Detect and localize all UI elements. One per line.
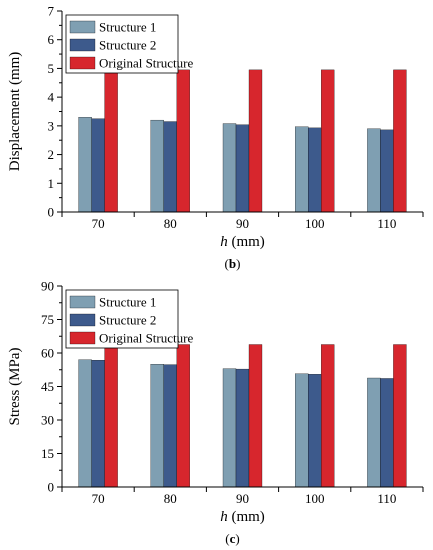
x-tick-label: 90 <box>236 491 249 506</box>
x-tick-label: 100 <box>305 216 325 231</box>
x-axis-title-variable: h <box>220 234 228 250</box>
legend-label-2: Structure 2 <box>99 313 156 328</box>
displacement-chart: 0 1 2 3 4 5 6 7 70 80 90 100 110 h (mm) Displacement (… <box>7 4 424 271</box>
bar-1-90 <box>222 368 237 488</box>
x-tick-label: 80 <box>164 216 177 231</box>
legend-swatch-3 <box>69 331 96 345</box>
panel-label-letter: c <box>230 531 236 546</box>
y-tick-label: 7 <box>48 4 55 19</box>
bar-3-110 <box>393 344 407 488</box>
legend-label-3: Original Structure <box>99 56 193 71</box>
bar-3-70 <box>104 69 118 213</box>
bar-2-110 <box>380 378 394 488</box>
y-tick-label: 2 <box>48 147 55 162</box>
bar-3-70 <box>104 344 118 488</box>
panel-label-letter: b <box>229 256 236 271</box>
bar-3-80 <box>176 69 190 213</box>
bar-2-80 <box>163 121 177 213</box>
legend-swatch-2 <box>69 38 96 52</box>
legend: Structure 1 Structure 2 Original Structure <box>65 289 193 349</box>
y-tick-label: 0 <box>48 480 55 495</box>
bar-2-90 <box>235 368 250 488</box>
y-tick-label: 15 <box>41 446 54 461</box>
x-tick-label: 110 <box>377 491 396 506</box>
bar-2-70 <box>91 359 105 488</box>
x-tick-label: 110 <box>377 216 396 231</box>
bar-3-80 <box>176 344 190 488</box>
bar-1-70 <box>78 117 92 213</box>
y-tick-label: 4 <box>48 90 55 105</box>
stress-chart: 0 15 30 45 60 75 90 70 80 90 100 110 h (mm) Stress (M… <box>7 279 424 546</box>
legend-label-2: Structure 2 <box>99 38 156 53</box>
x-axis-title-unit: (mm) <box>228 509 265 525</box>
legend-label-1: Structure 1 <box>99 20 156 35</box>
legend-label-3: Original Structure <box>99 331 193 346</box>
x-tick-label: 70 <box>92 491 105 506</box>
legend-swatch-2 <box>69 313 96 327</box>
bar-1-100 <box>295 126 309 213</box>
bar-1-80 <box>150 364 164 488</box>
panel-label: (c) <box>225 531 239 546</box>
x-tick-label: 100 <box>305 491 325 506</box>
bar-1-110 <box>367 128 381 213</box>
y-tick-label: 3 <box>48 118 55 133</box>
bar-1-100 <box>295 373 309 488</box>
bar-2-100 <box>308 127 322 213</box>
y-tick-label: 90 <box>41 279 54 294</box>
legend-swatch-1 <box>69 20 96 34</box>
y-tick-label: 45 <box>41 379 54 394</box>
y-axis-title: Stress (MPa) <box>7 348 23 426</box>
bar-2-110 <box>380 129 394 213</box>
bar-2-90 <box>235 124 250 213</box>
y-tick-label: 5 <box>48 61 55 76</box>
bar-3-90 <box>248 69 263 213</box>
bar-3-90 <box>248 344 263 488</box>
x-axis-title-variable: h <box>220 509 228 525</box>
y-tick-label: 1 <box>48 176 55 191</box>
bar-2-80 <box>163 364 177 488</box>
x-tick-label: 90 <box>236 216 249 231</box>
y-tick-label: 0 <box>48 205 55 220</box>
bar-3-110 <box>393 69 407 213</box>
y-tick-label: 30 <box>41 413 54 428</box>
legend: Structure 1 Structure 2 Original Structure <box>65 14 193 74</box>
legend-swatch-1 <box>69 295 96 309</box>
bar-2-100 <box>308 374 322 488</box>
bar-2-70 <box>91 118 105 213</box>
x-axis-title: h (mm) <box>220 509 265 525</box>
bar-1-90 <box>222 123 237 213</box>
x-axis-title: h (mm) <box>220 234 265 250</box>
x-tick-label: 80 <box>164 491 177 506</box>
y-tick-label: 6 <box>48 32 55 47</box>
bar-1-80 <box>150 119 164 213</box>
bar-3-100 <box>321 69 335 213</box>
legend-swatch-3 <box>69 56 96 70</box>
bar-3-100 <box>321 344 335 488</box>
bar-1-110 <box>367 377 381 488</box>
bar-1-70 <box>78 359 92 488</box>
y-tick-label: 75 <box>41 312 54 327</box>
panel-label: (b) <box>225 256 241 271</box>
y-tick-label: 60 <box>41 346 54 361</box>
x-tick-label: 70 <box>92 216 105 231</box>
y-axis-title: Displacement (mm) <box>7 52 23 172</box>
legend-label-1: Structure 1 <box>99 295 156 310</box>
x-axis-title-unit: (mm) <box>228 234 265 250</box>
